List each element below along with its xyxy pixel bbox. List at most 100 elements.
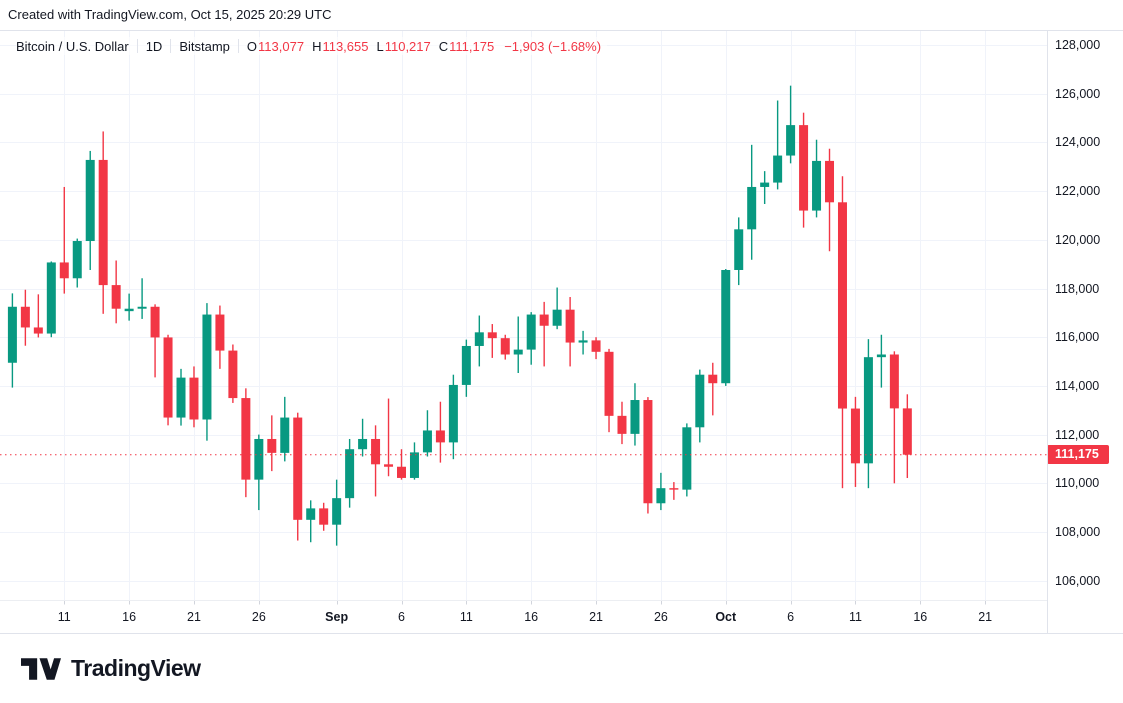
candle-body: [137, 306, 147, 309]
candle-body: [721, 269, 731, 384]
candle-body: [461, 345, 471, 385]
candle-body: [267, 438, 277, 453]
candle-body: [617, 415, 627, 434]
candle-body: [409, 452, 419, 478]
candle-body: [760, 182, 770, 187]
candle-body: [448, 384, 458, 443]
time-axis-label: 11: [848, 610, 862, 624]
candle-wick: [310, 500, 312, 543]
price-axis-label: 122,000: [1055, 184, 1101, 199]
candle-body: [215, 314, 225, 351]
candle-body: [358, 438, 368, 450]
candle-body: [643, 400, 653, 504]
legend-symbol-name[interactable]: Bitcoin / U.S. Dollar: [16, 38, 129, 54]
candle-wick: [361, 418, 364, 457]
candle-body: [228, 350, 238, 399]
candle-body: [111, 285, 121, 309]
price-axis-label: 112,000: [1055, 427, 1100, 442]
legend-interval[interactable]: 1D: [145, 38, 163, 54]
candle-body: [371, 438, 381, 465]
time-axis-label: 21: [589, 610, 603, 624]
price-axis-label: 120,000: [1055, 232, 1101, 247]
price-axis[interactable]: 128,000 126,000 124,000 122,000 120,000 118,0…: [1047, 30, 1123, 600]
candle-body: [46, 262, 56, 334]
candle-wick: [582, 330, 584, 355]
candle-body: [604, 351, 614, 416]
candle-body: [319, 508, 329, 525]
legend-separator: [237, 39, 239, 53]
candle-wick: [776, 100, 779, 190]
time-axis[interactable]: 11 16 21 26 Sep 6 11 16 21 26 Oct 6 11 16 21: [0, 600, 1047, 633]
candle-body: [293, 417, 303, 520]
candle-body: [825, 160, 835, 203]
legend-change: −1,903 (−1.68%): [504, 38, 602, 54]
time-axis-label: 16: [524, 610, 539, 624]
candle-body: [773, 155, 783, 183]
tradingview-logo-text[interactable]: TradingView: [71, 655, 201, 681]
candle-wick: [387, 398, 390, 477]
candle-body: [422, 430, 432, 453]
candle-wick: [673, 482, 675, 500]
candle-body: [474, 332, 484, 346]
candle-body: [7, 306, 17, 363]
candle-wick: [37, 294, 40, 338]
candle-body: [487, 332, 497, 339]
candle-body: [332, 498, 342, 525]
tradingview-logo-icon[interactable]: [21, 655, 61, 683]
candle-wick: [763, 171, 766, 204]
candle-body: [124, 308, 134, 312]
legend-separator: [170, 39, 172, 53]
price-axis-label: 124,000: [1055, 135, 1101, 150]
candle-body: [59, 262, 69, 279]
time-axis-label: 6: [398, 610, 405, 624]
time-axis-label: 6: [787, 610, 795, 624]
candle-body: [150, 306, 160, 338]
candle-wick: [789, 85, 792, 164]
candle-body: [306, 508, 316, 520]
time-axis-label: 16: [913, 610, 928, 624]
candle-body: [837, 202, 847, 409]
candle-body: [345, 449, 355, 499]
price-axis-border: [1047, 30, 1048, 633]
candle-wick: [543, 301, 545, 367]
candle-wick: [491, 324, 493, 358]
candle-body: [850, 408, 860, 464]
candle-wick: [880, 334, 883, 388]
candle-body: [98, 159, 108, 286]
candle-body: [280, 417, 290, 453]
candle-body: [799, 125, 809, 211]
price-axis-label: 126,000: [1055, 86, 1101, 101]
candle-body: [526, 314, 536, 350]
created-with-watermark: Created with TradingView.com, Oct 15, 20…: [8, 7, 332, 22]
candle-body: [578, 340, 588, 343]
candle-body: [812, 160, 822, 211]
candle-body: [656, 488, 666, 504]
time-axis-label: 21: [187, 610, 201, 624]
chart-top-border: [0, 30, 1123, 31]
candle-body: [85, 159, 95, 242]
candle-wick: [63, 186, 65, 294]
candle-wick: [400, 449, 403, 480]
legend-exchange[interactable]: Bitstamp: [179, 38, 230, 54]
price-axis-label: 108,000: [1055, 525, 1101, 539]
candle-body: [176, 377, 186, 418]
candle-body: [565, 309, 575, 343]
candle-body: [384, 464, 394, 467]
candle-body: [902, 408, 912, 455]
candle-body: [630, 400, 640, 434]
candle-wick: [154, 304, 156, 378]
price-axis-label: 118,000: [1055, 281, 1100, 296]
candle-body: [241, 398, 251, 480]
candle-wick: [141, 278, 143, 319]
time-axis-border: [0, 600, 1047, 601]
time-axis-label: 26: [653, 610, 668, 624]
candle-wick: [893, 351, 896, 484]
candle-wick: [517, 316, 519, 373]
candle-body: [20, 306, 30, 328]
candle-body: [734, 229, 744, 270]
footer-border: [0, 633, 1123, 634]
price-axis-label: 110,000: [1055, 476, 1100, 491]
candle-body: [682, 427, 692, 490]
candle-body: [876, 354, 886, 358]
